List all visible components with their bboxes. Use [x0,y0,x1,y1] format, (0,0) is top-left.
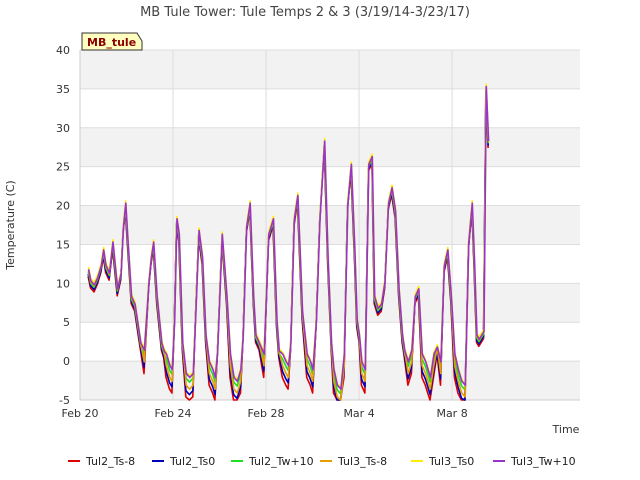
badge-label: MB_tule [87,36,136,49]
series-lines [87,83,490,401]
x-axis: Feb 20 Feb 24 Feb 28 Mar 4 Mar 8 [62,407,468,420]
legend-label: Tul2_Tw+10 [248,455,314,468]
legend-label: Tul2_Ts-8 [85,455,135,468]
badge-box [81,32,143,51]
y-tick-label: 15 [56,238,70,251]
plot-band [80,361,580,400]
plot-band [80,50,580,89]
y-tick-label: 0 [63,355,70,368]
y-tick-label: 25 [56,161,70,174]
y-axis: -5 0 5 10 15 20 25 30 35 40 [56,44,70,407]
y-tick-label: 5 [63,316,70,329]
y-tick-label: -5 [59,394,70,407]
station-badge: MB_tule [81,32,143,51]
series-line-Tul3_Tw+10 [87,85,490,390]
x-tick-label: Feb 28 [248,407,285,420]
grid [79,49,580,401]
legend-label: Tul3_Tw+10 [510,455,576,468]
y-tick-label: 20 [56,200,70,213]
plot-band [80,127,580,167]
x-axis-label: Time [552,423,580,436]
x-tick-label: Feb 24 [155,407,192,420]
y-tick-label: 30 [56,122,70,135]
y-axis-label: Temperature (C) [4,180,17,270]
y-tick-label: 35 [56,83,70,96]
legend-label: Tul3_Ts0 [428,455,474,468]
legend: Tul2_Ts-8 Tul2_Ts0 Tul2_Tw+10 Tul3_Ts-8 Tul3… [68,455,576,468]
plot-band [80,205,580,245]
x-tick-label: Feb 20 [62,407,99,420]
legend-label: Tul3_Ts-8 [337,455,387,468]
plot-background [80,50,580,400]
y-tick-label: 40 [56,44,70,57]
x-tick-label: Mar 8 [436,407,467,420]
y-tick-label: 10 [56,277,70,290]
legend-label: Tul2_Ts0 [169,455,215,468]
x-tick-label: Mar 4 [343,407,374,420]
chart-title: MB Tule Tower: Tule Temps 2 & 3 (3/19/14… [140,5,470,20]
